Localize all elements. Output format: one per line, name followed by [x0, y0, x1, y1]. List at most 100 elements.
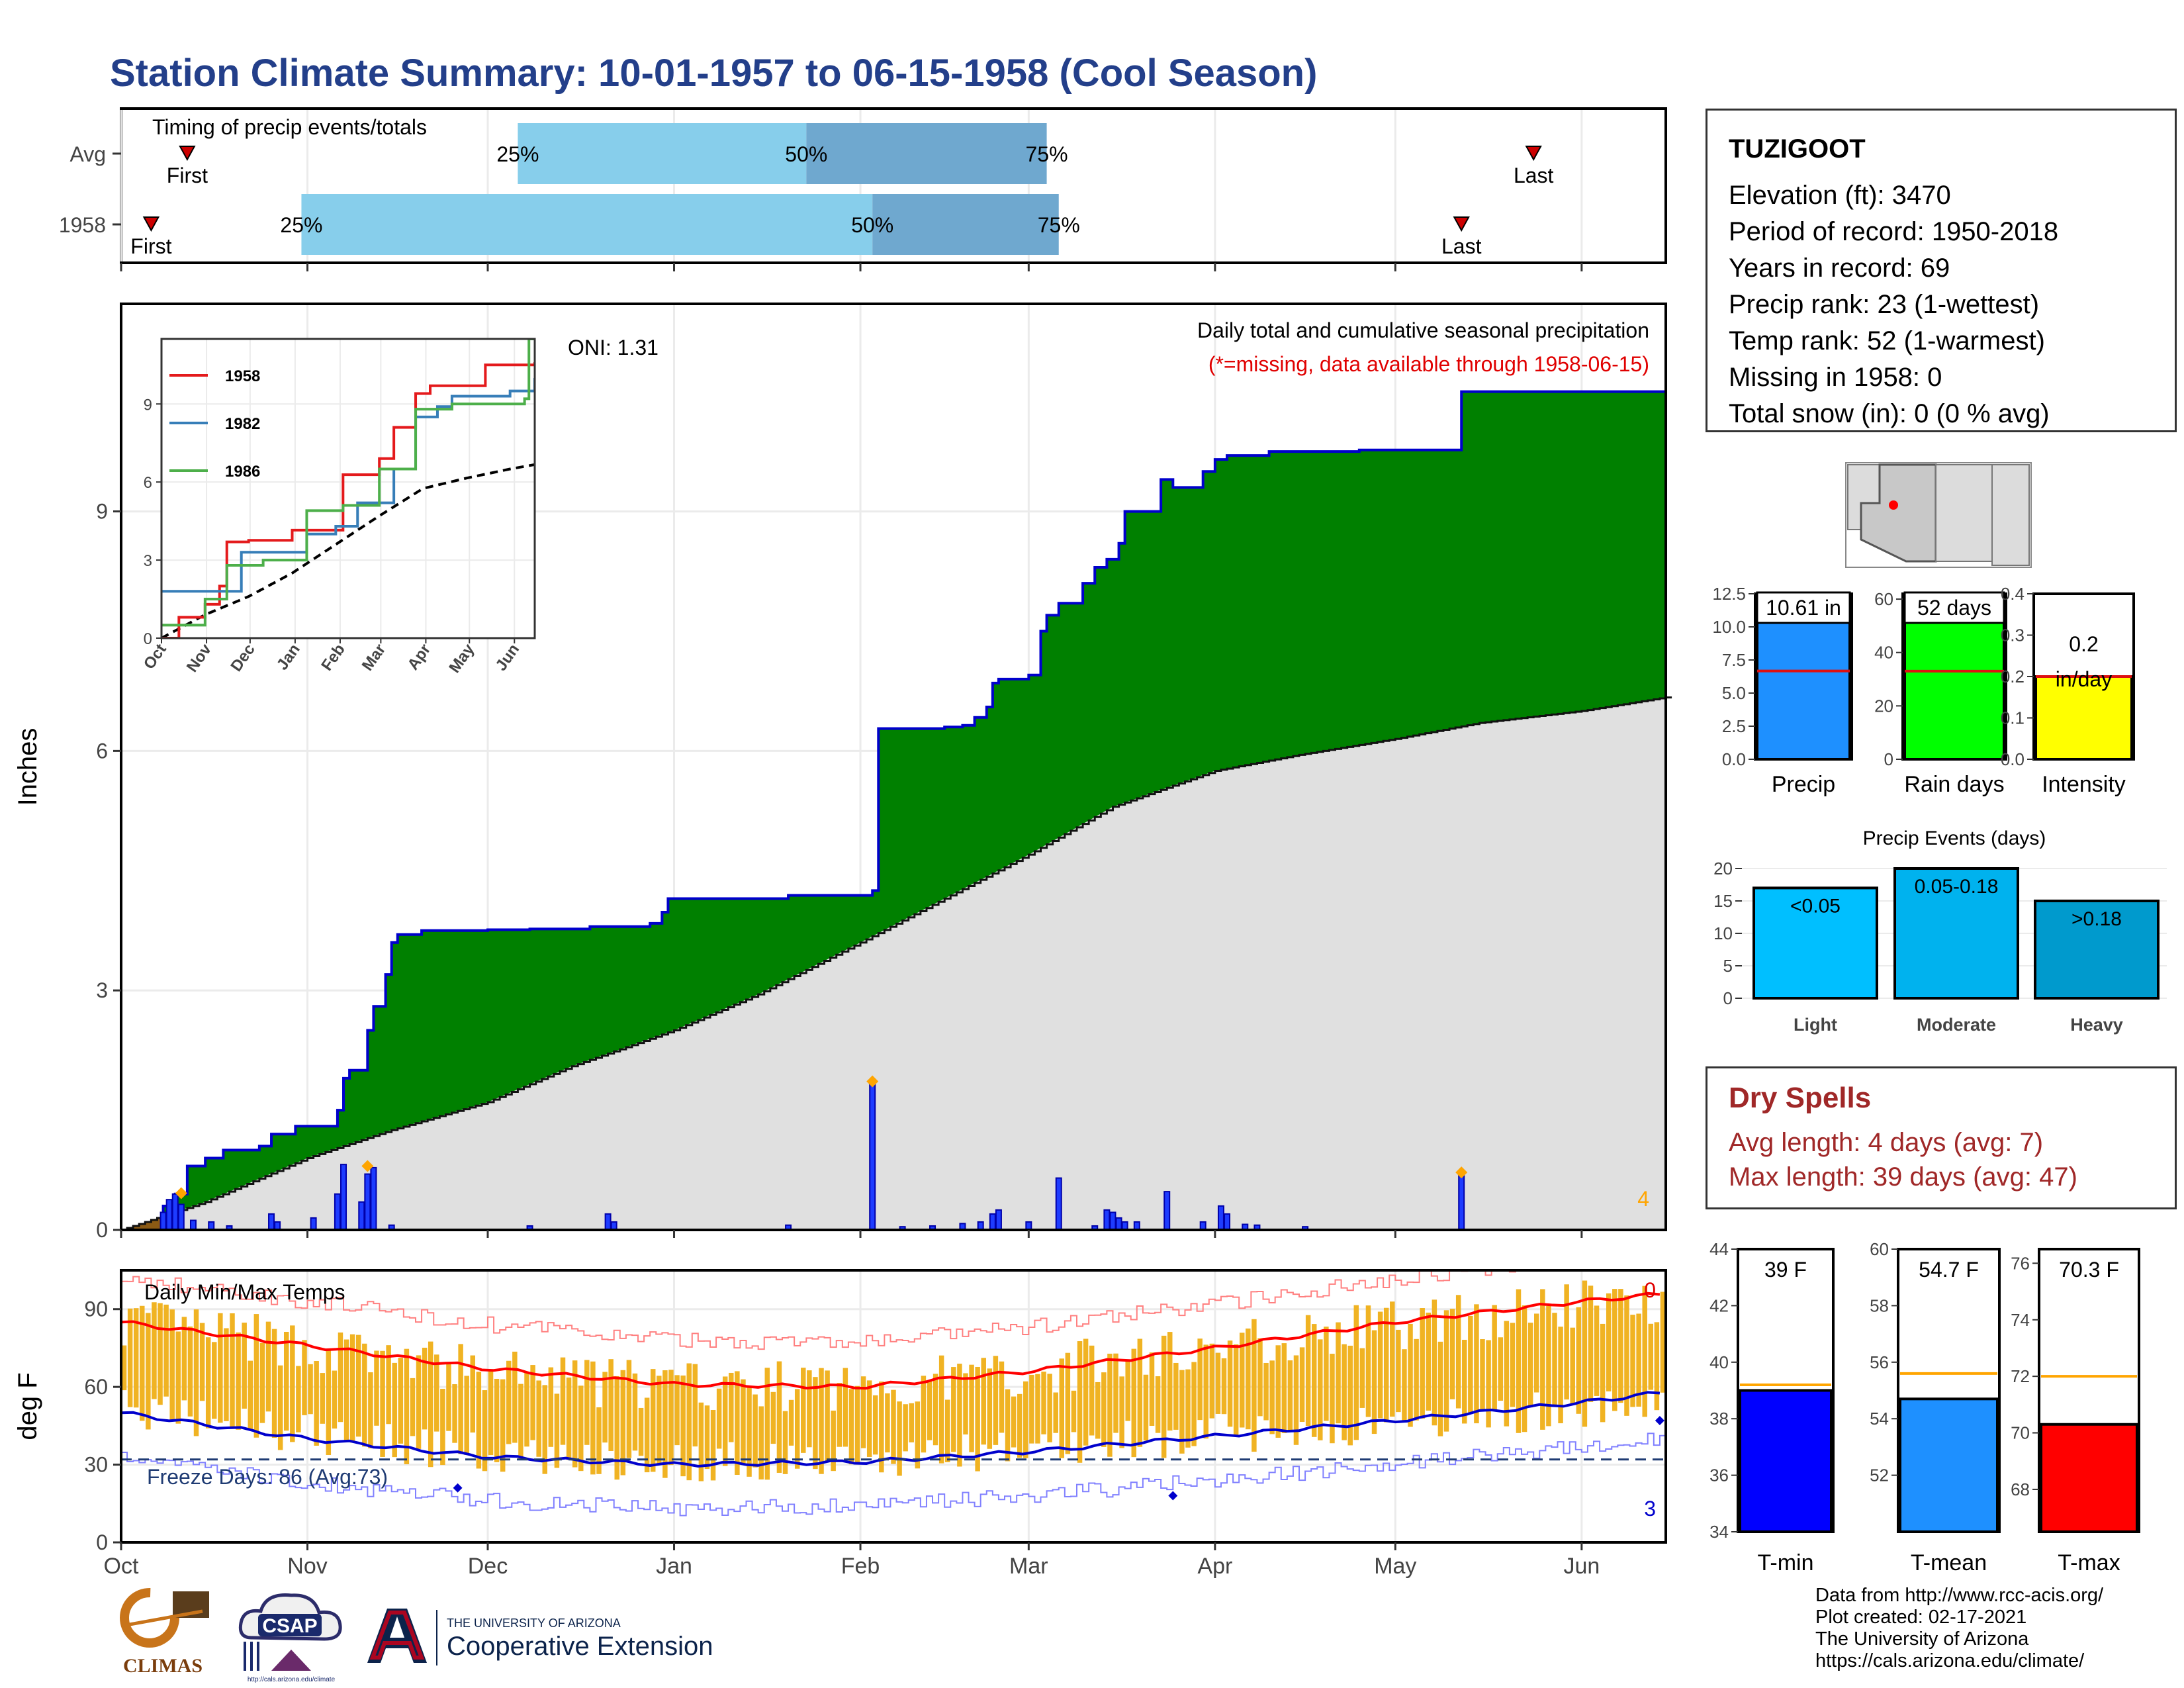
daily-temp-bar [782, 1411, 788, 1474]
daily-temp-bar [1402, 1349, 1407, 1421]
daily-temp-bar [1654, 1322, 1660, 1411]
daily-temp-bar [386, 1345, 391, 1425]
daily-temp-bar [1305, 1315, 1311, 1427]
daily-temp-bar [152, 1302, 157, 1399]
daily-temp-bar [1371, 1330, 1377, 1434]
daily-temp-bar [1179, 1370, 1185, 1454]
station-name: TUZIGOOT [1729, 134, 1866, 164]
daily-temp-bar [536, 1380, 541, 1457]
daily-temp-bar [788, 1399, 794, 1446]
daily-temp-bar [1486, 1340, 1491, 1428]
events-category-label: Heavy [2070, 1015, 2123, 1035]
summary-bar-label: 0.2 [2069, 632, 2098, 656]
daily-temp-bar [163, 1304, 169, 1397]
daily-temp-bar [1029, 1374, 1034, 1444]
daily-temp-bar [1101, 1372, 1107, 1447]
inset-legend-label: 1986 [225, 463, 260, 481]
daily-temp-bar [1131, 1348, 1137, 1458]
csap-logo-url: http://cals.arizona.edu/climate [248, 1676, 336, 1683]
daily-temp-bar [729, 1372, 734, 1442]
daily-temp-bar [1359, 1348, 1365, 1408]
map-state-newmexico [1935, 464, 1993, 562]
summary-value-bar [1903, 619, 2005, 761]
daily-temp-bar [1161, 1335, 1167, 1458]
summary-ytick-label: 0.1 [2001, 708, 2025, 728]
daily-temp-bar [404, 1348, 410, 1464]
daily-temp-bar [1455, 1295, 1461, 1409]
timing-row-label: 1958 [59, 213, 106, 237]
daily-temp-bar [314, 1361, 319, 1446]
daily-temp-bar [1137, 1338, 1143, 1447]
daily-temp-bar [158, 1303, 163, 1405]
daily-temp-bar [842, 1368, 848, 1447]
events-ytick-label: 15 [1713, 891, 1733, 911]
tsum-ytick-label: 40 [1709, 1352, 1729, 1372]
temps-title: Daily Min/Max Temps [144, 1280, 345, 1304]
daily-temp-bar [915, 1401, 921, 1469]
station-precip-rank: Precip rank: 23 (1-wettest) [1729, 290, 2040, 319]
station-location-marker [1889, 500, 1898, 510]
credit-plot-created: Plot created: 02-17-2021 [1815, 1607, 2027, 1628]
daily-temp-bar [1636, 1313, 1641, 1407]
daily-temp-bar [1191, 1362, 1197, 1446]
daily-precip-bar [995, 1209, 1002, 1231]
daily-temp-bar [1612, 1289, 1617, 1411]
daily-temp-bar [542, 1385, 548, 1474]
daily-temp-bar [1251, 1319, 1257, 1452]
dry-spells-max: Max length: 39 days (avg: 47) [1729, 1162, 2077, 1192]
temps-xtick-label: Jan [656, 1554, 692, 1579]
daily-temp-bar [362, 1343, 367, 1447]
main-ytick-label: 9 [96, 500, 108, 524]
tsum-ytick-label: 76 [2011, 1253, 2030, 1273]
daily-temp-bar [1071, 1390, 1077, 1432]
daily-temp-bar [770, 1391, 776, 1444]
daily-temp-bar [626, 1360, 632, 1458]
daily-temp-bar [1287, 1360, 1293, 1432]
daily-temp-bar [133, 1308, 139, 1408]
daily-temp-bar [632, 1373, 638, 1451]
tsum-ytick-label: 36 [1709, 1466, 1729, 1485]
location-map [1845, 462, 2032, 568]
timing-bar-25-50 [518, 123, 807, 184]
daily-precip-bar [340, 1164, 347, 1231]
daily-precip-bar [189, 1219, 197, 1231]
daily-temp-bar [1420, 1308, 1425, 1419]
daily-temp-bar [741, 1379, 746, 1464]
daily-temp-bar [1125, 1360, 1130, 1421]
daily-temp-bar [873, 1395, 878, 1455]
average-precip-area [121, 697, 1666, 1230]
daily-temp-bar [903, 1404, 908, 1452]
daily-temp-bar [446, 1362, 451, 1431]
daily-temp-bar [524, 1373, 529, 1447]
daily-temp-bar [169, 1309, 175, 1422]
daily-temp-bar [620, 1370, 626, 1476]
daily-temp-bar [710, 1409, 716, 1481]
daily-temp-bar [614, 1376, 619, 1480]
daily-temp-bar [1564, 1284, 1569, 1400]
daily-temp-bar [975, 1366, 980, 1472]
daily-temp-bar [1336, 1322, 1341, 1424]
daily-temp-bar [668, 1370, 674, 1465]
events-bar-label: >0.18 [2071, 908, 2122, 930]
temps-series-group [121, 1270, 1666, 1517]
daily-temp-bar [320, 1373, 325, 1424]
temps-corner-bottom: 3 [1644, 1497, 1656, 1521]
daily-temp-bar [1522, 1305, 1527, 1432]
timing-panel: Timing of precip events/totals Avg 25% 50% 7… [59, 107, 1667, 271]
daily-temp-bar [1383, 1307, 1389, 1423]
tsum-ytick-label: 70 [2011, 1423, 2030, 1443]
daily-temp-bar [253, 1314, 259, 1438]
timing-bar-50-75 [806, 123, 1047, 184]
inset-average-line [161, 463, 535, 638]
daily-temp-bar [199, 1323, 205, 1401]
summary-value-bar [2034, 675, 2133, 761]
daily-temp-bar [1480, 1339, 1485, 1409]
daily-temp-bar [1143, 1374, 1149, 1441]
daily-precip-bar [358, 1201, 365, 1231]
station-missing: Missing in 1958: 0 [1729, 363, 1942, 392]
summary-ytick-label: 0.2 [2001, 667, 2025, 686]
daily-temp-bar [368, 1372, 373, 1448]
inset-series-group [161, 339, 535, 638]
daily-temp-bar [657, 1376, 662, 1466]
daily-temp-bar [410, 1378, 416, 1436]
